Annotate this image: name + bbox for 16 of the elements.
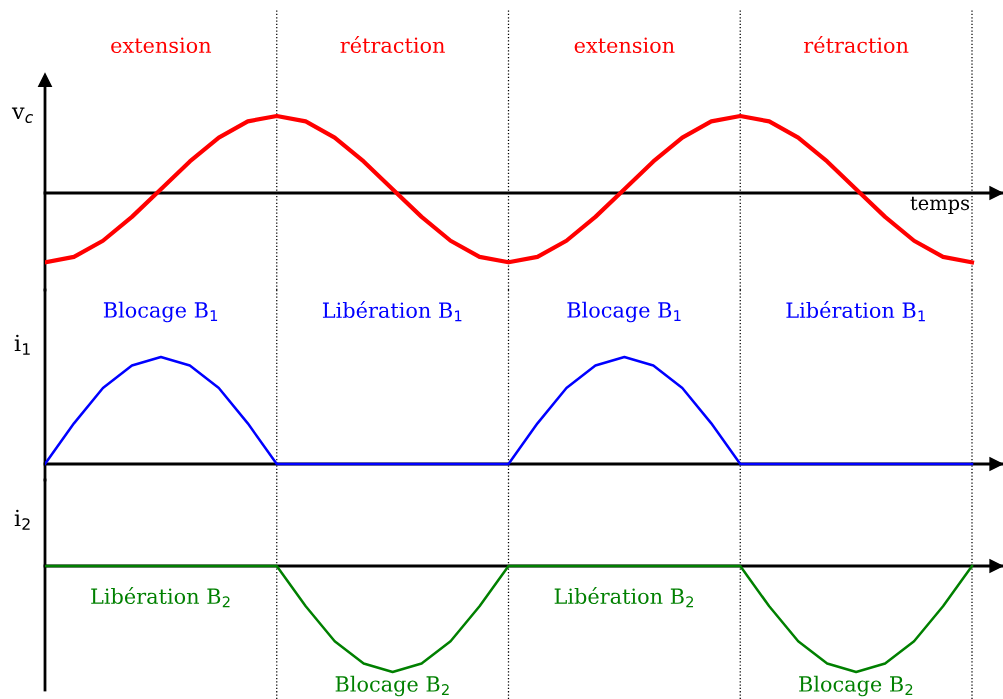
x-axis-title: temps	[910, 196, 970, 214]
text: extension	[111, 37, 212, 54]
text: Blocage B$_{1}$	[567, 301, 681, 323]
annotation: Libération B$_{2}$	[554, 587, 694, 608]
text: Blocage B$_{1}$	[103, 301, 218, 323]
text: Libération B$_{1}$	[786, 301, 925, 322]
y-axis-title: v$_{c}$	[11, 107, 34, 123]
text: rétraction	[804, 36, 909, 54]
y-axis-title: i$_{2}$	[14, 509, 30, 530]
text: Libération B$_{1}$	[322, 301, 462, 322]
text: Blocage B$_{2}$	[335, 675, 449, 697]
text: extension	[574, 37, 675, 54]
text: Blocage B$_{2}$	[799, 675, 913, 697]
annotation: Libération B$_{2}$	[91, 587, 230, 608]
y-axis-title: i$_{1}$	[14, 334, 30, 355]
text: rétraction	[340, 36, 445, 54]
